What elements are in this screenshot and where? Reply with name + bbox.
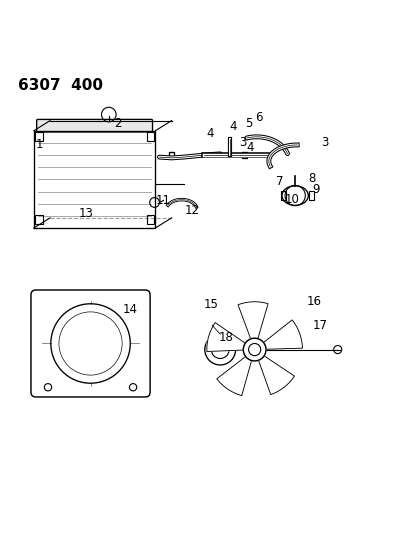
Text: 4: 4 [230, 120, 237, 133]
Polygon shape [264, 320, 302, 349]
Polygon shape [238, 302, 268, 339]
Text: 4: 4 [207, 127, 214, 141]
Text: 15: 15 [204, 298, 219, 311]
Text: 1: 1 [35, 139, 43, 151]
Text: 11: 11 [156, 195, 171, 207]
FancyBboxPatch shape [35, 215, 43, 224]
Text: 10: 10 [285, 193, 300, 206]
Text: 9: 9 [312, 183, 319, 196]
FancyBboxPatch shape [35, 132, 43, 141]
Polygon shape [259, 356, 295, 394]
Text: 2: 2 [114, 117, 122, 130]
Bar [281, 191, 286, 200]
Bar [309, 191, 314, 200]
Text: 7: 7 [277, 175, 284, 188]
Polygon shape [207, 322, 245, 352]
Bar [169, 152, 174, 158]
Text: 16: 16 [306, 295, 322, 308]
Text: 12: 12 [185, 204, 200, 217]
Text: 3: 3 [321, 135, 328, 149]
FancyBboxPatch shape [147, 132, 154, 141]
FancyBboxPatch shape [31, 290, 150, 397]
Text: 14: 14 [123, 303, 138, 316]
FancyBboxPatch shape [37, 119, 153, 132]
Bar [242, 152, 247, 158]
Circle shape [243, 338, 266, 361]
Text: 17: 17 [313, 319, 328, 332]
Text: 4: 4 [246, 141, 254, 154]
Polygon shape [217, 357, 252, 395]
Text: 13: 13 [79, 206, 94, 220]
Text: 5: 5 [245, 117, 252, 130]
Text: 3: 3 [239, 135, 247, 149]
Text: 6: 6 [255, 111, 262, 124]
FancyBboxPatch shape [147, 215, 154, 224]
Text: 18: 18 [219, 331, 234, 344]
Text: 6307  400: 6307 400 [18, 78, 102, 93]
Text: 8: 8 [308, 172, 315, 184]
